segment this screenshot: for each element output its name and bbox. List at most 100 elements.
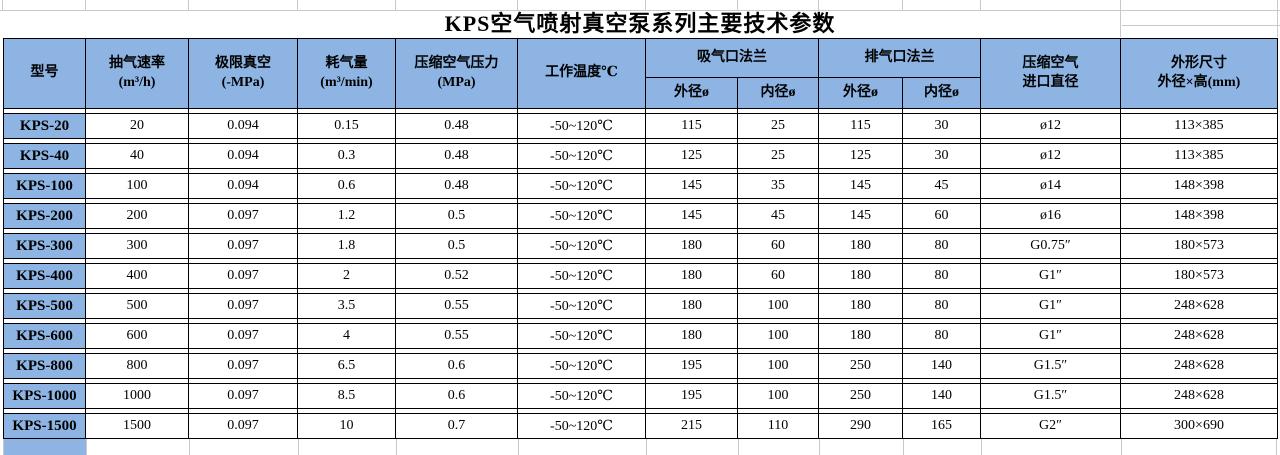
cell-dimensions[interactable]: 248×628: [1120, 323, 1278, 349]
cell-ultimate-vacuum[interactable]: 0.097: [188, 203, 298, 229]
cell-air-consumption[interactable]: 3.5: [297, 293, 396, 319]
cell-pump-speed[interactable]: 100: [85, 173, 189, 199]
cell-inlet-dia[interactable]: G2″: [980, 413, 1121, 439]
cell-working-temp[interactable]: -50~120℃: [517, 413, 646, 439]
cell-suction-inner[interactable]: 110: [737, 413, 819, 439]
cell-exhaust-outer[interactable]: 115: [818, 113, 903, 139]
cell-dimensions[interactable]: 180×573: [1120, 263, 1278, 289]
cell-suction-outer[interactable]: 145: [645, 203, 738, 229]
cell-air-pressure[interactable]: 0.5: [395, 203, 518, 229]
cell-air-consumption[interactable]: 0.3: [297, 143, 396, 169]
cell-exhaust-inner[interactable]: 80: [902, 263, 981, 289]
cell-suction-outer[interactable]: 180: [645, 263, 738, 289]
cell-pump-speed[interactable]: 200: [85, 203, 189, 229]
header-exhaust-outer[interactable]: 外径ø: [818, 77, 903, 109]
cell-pump-speed[interactable]: 600: [85, 323, 189, 349]
cell-working-temp[interactable]: -50~120℃: [517, 143, 646, 169]
header-ultimate-vacuum[interactable]: 极限真空 (-MPa): [188, 38, 298, 109]
cell-exhaust-inner[interactable]: 45: [902, 173, 981, 199]
cell-exhaust-inner[interactable]: 30: [902, 113, 981, 139]
cell-dimensions[interactable]: 180×573: [1120, 233, 1278, 259]
cell-working-temp[interactable]: -50~120℃: [517, 353, 646, 379]
header-model[interactable]: 型号: [3, 38, 86, 109]
cell-air-pressure[interactable]: 0.7: [395, 413, 518, 439]
cell-pump-speed[interactable]: 40: [85, 143, 189, 169]
cell-working-temp[interactable]: -50~120℃: [517, 113, 646, 139]
cell-suction-outer[interactable]: 125: [645, 143, 738, 169]
cell-working-temp[interactable]: -50~120℃: [517, 323, 646, 349]
cell-ultimate-vacuum[interactable]: 0.094: [188, 173, 298, 199]
cell-model[interactable]: KPS-20: [3, 113, 86, 139]
header-exhaust-inner[interactable]: 内径ø: [902, 77, 981, 109]
cell-inlet-dia[interactable]: G1.5″: [980, 353, 1121, 379]
cell-air-consumption[interactable]: 2: [297, 263, 396, 289]
cell-model[interactable]: KPS-300: [3, 233, 86, 259]
cell-suction-outer[interactable]: 195: [645, 383, 738, 409]
cell-suction-inner[interactable]: 100: [737, 323, 819, 349]
cell-ultimate-vacuum[interactable]: 0.094: [188, 113, 298, 139]
cell-exhaust-outer[interactable]: 145: [818, 203, 903, 229]
cell-suction-inner[interactable]: 60: [737, 233, 819, 259]
cell-exhaust-outer[interactable]: 180: [818, 293, 903, 319]
cell-pump-speed[interactable]: 300: [85, 233, 189, 259]
cell-model[interactable]: KPS-1500: [3, 413, 86, 439]
cell-exhaust-outer[interactable]: 250: [818, 383, 903, 409]
cell-ultimate-vacuum[interactable]: 0.097: [188, 413, 298, 439]
cell-exhaust-outer[interactable]: 180: [818, 323, 903, 349]
cell-exhaust-inner[interactable]: 80: [902, 323, 981, 349]
cell-suction-outer[interactable]: 215: [645, 413, 738, 439]
cell-pump-speed[interactable]: 1500: [85, 413, 189, 439]
cell-inlet-dia[interactable]: G1.5″: [980, 383, 1121, 409]
cell-air-consumption[interactable]: 0.6: [297, 173, 396, 199]
header-working-temp[interactable]: 工作温度℃: [517, 38, 646, 109]
cell-dimensions[interactable]: 248×628: [1120, 383, 1278, 409]
cell-air-consumption[interactable]: 8.5: [297, 383, 396, 409]
cell-dimensions[interactable]: 248×628: [1120, 353, 1278, 379]
header-suction-inner[interactable]: 内径ø: [737, 77, 819, 109]
header-air-consumption[interactable]: 耗气量 (m³/min): [297, 38, 396, 109]
cell-air-consumption[interactable]: 4: [297, 323, 396, 349]
cell-ultimate-vacuum[interactable]: 0.097: [188, 353, 298, 379]
cell-exhaust-inner[interactable]: 140: [902, 383, 981, 409]
header-air-pressure[interactable]: 压缩空气压力 (MPa): [395, 38, 518, 109]
cell-working-temp[interactable]: -50~120℃: [517, 383, 646, 409]
cell-working-temp[interactable]: -50~120℃: [517, 233, 646, 259]
cell-exhaust-inner[interactable]: 30: [902, 143, 981, 169]
cell-exhaust-outer[interactable]: 125: [818, 143, 903, 169]
cell-model[interactable]: KPS-400: [3, 263, 86, 289]
cell-model[interactable]: KPS-500: [3, 293, 86, 319]
cell-suction-outer[interactable]: 145: [645, 173, 738, 199]
cell-suction-inner[interactable]: 100: [737, 383, 819, 409]
header-inlet-dia[interactable]: 压缩空气 进口直径: [980, 38, 1121, 109]
cell-working-temp[interactable]: -50~120℃: [517, 263, 646, 289]
cell-exhaust-outer[interactable]: 250: [818, 353, 903, 379]
cell-exhaust-inner[interactable]: 140: [902, 353, 981, 379]
cell-suction-outer[interactable]: 180: [645, 293, 738, 319]
cell-ultimate-vacuum[interactable]: 0.094: [188, 143, 298, 169]
cell-pump-speed[interactable]: 1000: [85, 383, 189, 409]
cell-suction-outer[interactable]: 115: [645, 113, 738, 139]
cell-inlet-dia[interactable]: ø12: [980, 113, 1121, 139]
cell-model[interactable]: KPS-200: [3, 203, 86, 229]
cell-air-pressure[interactable]: 0.48: [395, 113, 518, 139]
cell-inlet-dia[interactable]: ø16: [980, 203, 1121, 229]
cell-working-temp[interactable]: -50~120℃: [517, 203, 646, 229]
cell-air-consumption[interactable]: 1.2: [297, 203, 396, 229]
cell-air-pressure[interactable]: 0.48: [395, 143, 518, 169]
cell-suction-inner[interactable]: 45: [737, 203, 819, 229]
cell-model[interactable]: KPS-40: [3, 143, 86, 169]
cell-air-consumption[interactable]: 6.5: [297, 353, 396, 379]
cell-air-pressure[interactable]: 0.6: [395, 353, 518, 379]
cell-dimensions[interactable]: 300×690: [1120, 413, 1278, 439]
cell-suction-inner[interactable]: 25: [737, 143, 819, 169]
cell-ultimate-vacuum[interactable]: 0.097: [188, 323, 298, 349]
cell-exhaust-inner[interactable]: 60: [902, 203, 981, 229]
cell-inlet-dia[interactable]: G0.75″: [980, 233, 1121, 259]
cell-exhaust-outer[interactable]: 145: [818, 173, 903, 199]
cell-suction-inner[interactable]: 100: [737, 353, 819, 379]
cell-air-pressure[interactable]: 0.5: [395, 233, 518, 259]
cell-pump-speed[interactable]: 20: [85, 113, 189, 139]
cell-dimensions[interactable]: 113×385: [1120, 113, 1278, 139]
cell-suction-inner[interactable]: 25: [737, 113, 819, 139]
cell-suction-inner[interactable]: 35: [737, 173, 819, 199]
